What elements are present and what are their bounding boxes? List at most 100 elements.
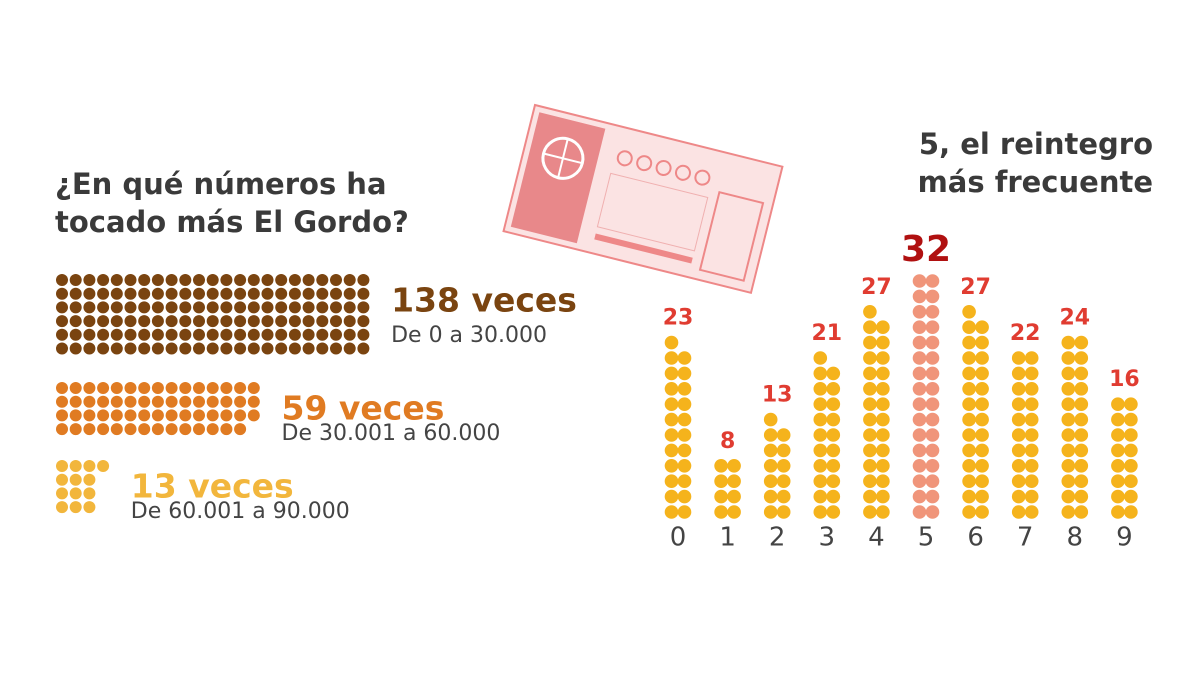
dot xyxy=(975,366,989,381)
dot xyxy=(83,423,96,436)
dot xyxy=(357,301,370,314)
dot xyxy=(206,395,219,408)
dot-column xyxy=(813,351,841,519)
dot xyxy=(110,287,123,300)
dot xyxy=(165,274,178,286)
dot xyxy=(56,487,68,500)
dot xyxy=(97,274,110,286)
dot xyxy=(677,351,692,365)
dot xyxy=(56,395,68,408)
dot xyxy=(912,397,927,412)
dot xyxy=(925,335,940,350)
category-label: De 60.001 a 90.000 xyxy=(131,499,350,524)
dot xyxy=(1061,489,1076,504)
dot xyxy=(247,409,260,422)
dot xyxy=(234,287,247,300)
dot xyxy=(962,428,976,442)
dot xyxy=(975,397,989,412)
dot xyxy=(925,397,940,412)
dot xyxy=(925,366,940,381)
dot xyxy=(925,474,940,489)
dot xyxy=(193,382,205,394)
dot xyxy=(261,342,274,355)
dot xyxy=(357,342,370,355)
dot xyxy=(193,274,205,286)
dot xyxy=(1111,505,1125,519)
x-tick-label: 2 xyxy=(769,523,786,553)
dot xyxy=(863,428,877,442)
dot xyxy=(220,382,233,394)
x-tick-label: 8 xyxy=(1067,523,1084,553)
dot xyxy=(1061,505,1076,519)
dot xyxy=(912,366,927,381)
dot xyxy=(1061,428,1076,442)
dot xyxy=(763,428,778,442)
dot xyxy=(138,382,151,394)
dot xyxy=(302,287,315,300)
dot-column xyxy=(714,459,741,519)
dot xyxy=(69,328,82,341)
dot xyxy=(677,412,692,427)
value-label: 16 xyxy=(1109,367,1140,392)
dot xyxy=(776,505,791,519)
dot xyxy=(912,412,927,427)
dot-column xyxy=(1011,351,1039,519)
dot xyxy=(925,428,940,442)
dot xyxy=(1061,382,1076,396)
dot xyxy=(677,397,692,412)
dot xyxy=(975,320,989,335)
dot xyxy=(1011,505,1026,519)
dot xyxy=(876,397,890,412)
chart-title: ¿En qué números ha tocado más El Gordo? xyxy=(55,167,409,239)
dot xyxy=(56,473,68,486)
dot xyxy=(138,328,151,341)
dot xyxy=(1074,443,1089,458)
dot xyxy=(56,382,68,394)
dot xyxy=(97,287,110,300)
dot xyxy=(69,315,82,328)
dot xyxy=(206,342,219,355)
dot xyxy=(288,315,301,328)
dot xyxy=(56,274,68,286)
dot xyxy=(975,428,989,442)
dot xyxy=(179,395,192,408)
dot xyxy=(975,505,989,519)
dot xyxy=(1011,474,1026,489)
dot xyxy=(876,351,890,365)
value-label: 32 xyxy=(901,229,951,270)
dot xyxy=(151,315,164,328)
dot xyxy=(925,489,940,504)
dot xyxy=(302,328,315,341)
dot xyxy=(1074,428,1089,442)
dot xyxy=(925,382,940,396)
dot xyxy=(826,505,841,519)
dot xyxy=(220,301,233,314)
dot xyxy=(165,409,178,422)
dot xyxy=(863,443,877,458)
dot xyxy=(925,289,940,304)
dot xyxy=(330,342,342,355)
dot xyxy=(664,335,679,350)
dot xyxy=(876,382,890,396)
dot xyxy=(165,301,178,314)
dot xyxy=(925,320,940,335)
dot xyxy=(330,328,342,341)
dot xyxy=(1011,351,1026,365)
dot-group xyxy=(56,274,370,355)
dot xyxy=(302,315,315,328)
dot xyxy=(316,287,329,300)
dot xyxy=(56,423,68,436)
dot xyxy=(1061,335,1076,350)
dot xyxy=(1024,366,1039,381)
dot xyxy=(925,351,940,365)
dot xyxy=(826,459,841,473)
dot xyxy=(1074,412,1089,427)
dot xyxy=(826,412,841,427)
x-tick-label: 6 xyxy=(967,523,984,553)
dot xyxy=(776,474,791,489)
dot xyxy=(677,489,692,504)
dot xyxy=(863,505,877,519)
dot xyxy=(912,474,927,489)
value-label: 13 xyxy=(762,383,793,408)
dot xyxy=(1024,443,1039,458)
